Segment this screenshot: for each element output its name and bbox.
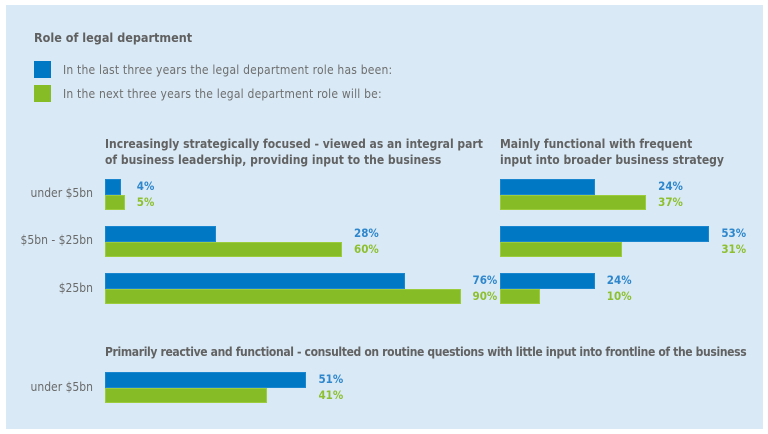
data-label-next-three-years-25bn: 90% <box>472 288 498 303</box>
data-label-next-three-years-under-5bn: 5% <box>136 194 155 209</box>
bar-next-three-years-under-5bn <box>105 387 267 403</box>
data-label-next-three-years-5bn-25bn: 31% <box>721 241 747 256</box>
data-label-last-three-years-5bn-25bn: 28% <box>354 226 379 240</box>
legend-swatch-green <box>34 85 51 102</box>
data-label-next-three-years-25bn: 10% <box>606 288 632 303</box>
data-label-last-three-years-under-5bn: 4% <box>136 179 155 193</box>
bar-last-three-years-under-5bn <box>500 179 595 195</box>
legend-item-next-three-years: In the next three years the legal depart… <box>34 85 382 102</box>
section-title-reactive: Primarily reactive and functional - cons… <box>105 344 747 360</box>
data-label-last-three-years-5bn-25bn: 53% <box>721 226 747 240</box>
section-title-line: Mainly functional with frequent <box>500 137 693 151</box>
data-label-last-three-years-under-5bn: 24% <box>658 179 683 193</box>
data-label-last-three-years-25bn: 24% <box>606 273 632 287</box>
bar-next-three-years-5bn-25bn <box>105 241 342 257</box>
bar-next-three-years-25bn <box>500 288 540 304</box>
data-label-next-three-years-5bn-25bn: 60% <box>354 241 379 256</box>
legend-label: In the last three years the legal depart… <box>63 62 393 77</box>
bar-next-three-years-25bn <box>105 288 461 304</box>
data-label-next-three-years-under-5bn: 41% <box>318 387 344 402</box>
legend-label: In the next three years the legal depart… <box>63 86 382 101</box>
legend-item-last-three-years: In the last three years the legal depart… <box>34 61 392 78</box>
bar-last-three-years-under-5bn <box>105 179 121 195</box>
bar-last-three-years-5bn-25bn <box>500 226 710 242</box>
section-title-line: Primarily reactive and functional - cons… <box>105 345 747 359</box>
chart-title: Role of legal department <box>34 30 193 45</box>
category-label-5bn-25bn: $5bn - $25bn <box>20 233 94 247</box>
section-title-functional: Mainly functional with frequent input in… <box>500 136 724 168</box>
category-label-25bn: $25bn <box>58 281 93 295</box>
bar-last-three-years-5bn-25bn <box>105 226 216 242</box>
section-title-strategic: Increasingly strategically focused - vie… <box>105 136 483 168</box>
category-label-under-5bn: under $5bn <box>30 380 93 394</box>
bar-last-three-years-25bn <box>500 273 595 289</box>
data-label-last-three-years-under-5bn: 51% <box>318 372 344 386</box>
bar-last-three-years-25bn <box>105 273 406 289</box>
chart-panel <box>6 5 763 429</box>
section-title-line: of business leadership, providing input … <box>105 153 442 167</box>
data-label-last-three-years-25bn: 76% <box>472 273 498 287</box>
bar-last-three-years-under-5bn <box>105 372 307 388</box>
bar-next-three-years-under-5bn <box>105 194 125 210</box>
section-title-line: Increasingly strategically focused - vie… <box>105 137 483 151</box>
section-title-line: input into broader business strategy <box>500 153 724 167</box>
data-label-next-three-years-under-5bn: 37% <box>658 194 683 209</box>
bar-next-three-years-under-5bn <box>500 194 647 210</box>
bar-next-three-years-5bn-25bn <box>500 241 623 257</box>
category-label-under-5bn: under $5bn <box>30 186 93 200</box>
legend-swatch-blue <box>34 61 51 78</box>
